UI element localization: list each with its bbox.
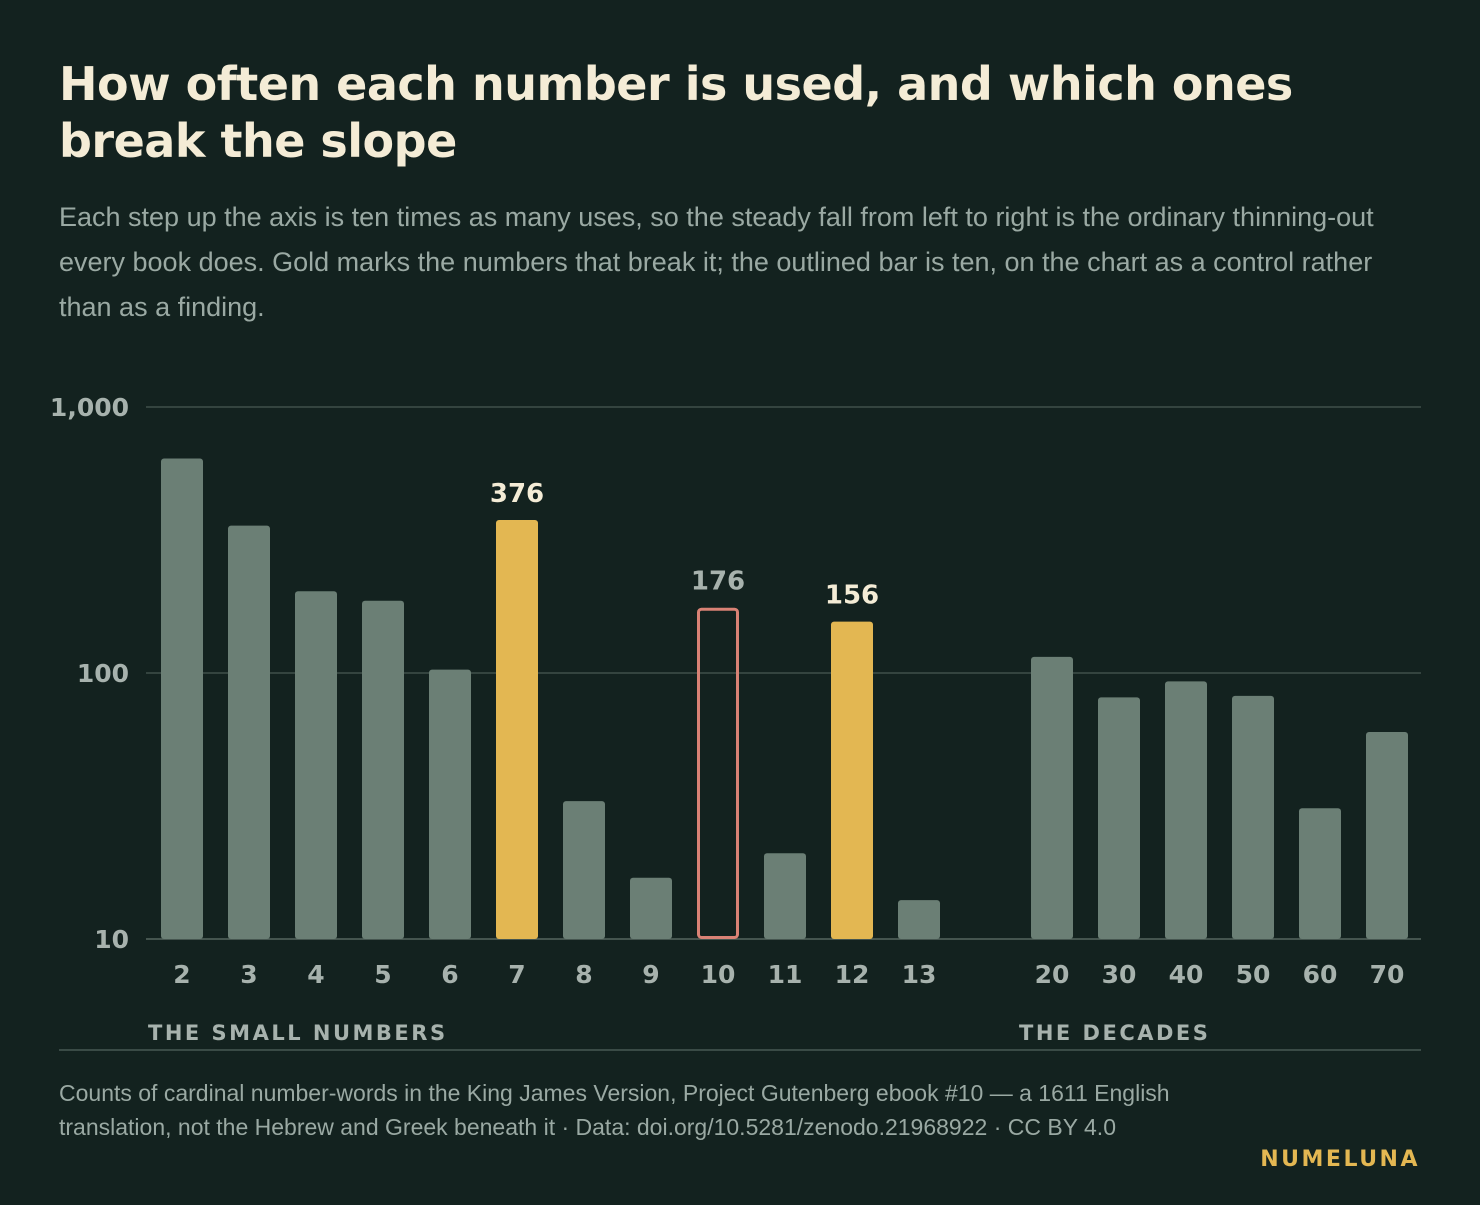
- y-tick-label-10: 10: [94, 925, 129, 954]
- data-label-12: 156: [825, 581, 879, 611]
- x-tick-label-4: 4: [307, 960, 324, 989]
- bar-11: [764, 853, 806, 939]
- bar-6: [429, 669, 471, 939]
- bar-3: [228, 525, 270, 939]
- y-tick-label-100: 100: [77, 659, 129, 688]
- x-tick-label-30: 30: [1102, 960, 1137, 989]
- group-label-small-numbers: THE SMALL NUMBERS: [148, 1021, 448, 1045]
- x-tick-label-5: 5: [374, 960, 391, 989]
- x-tick-label-12: 12: [835, 960, 870, 989]
- x-tick-label-3: 3: [240, 960, 257, 989]
- footer-divider: [59, 1049, 1421, 1051]
- x-tick-label-10: 10: [701, 960, 736, 989]
- x-tick-label-13: 13: [902, 960, 937, 989]
- x-tick-label-7: 7: [508, 960, 525, 989]
- bar-40: [1165, 681, 1207, 939]
- bar-5: [362, 600, 404, 939]
- bar-chart: 10 100 1,000 376 176 156 2 3 4 5 6 7 8 9 10 11 12 13 20 3…: [50, 393, 1421, 1045]
- bar-9: [630, 877, 672, 939]
- x-tick-label-40: 40: [1169, 960, 1204, 989]
- source-note: Counts of cardinal number-words in the K…: [59, 1080, 1170, 1140]
- bar-8: [563, 801, 605, 939]
- brand-logo: NUMELUNA: [1260, 1147, 1420, 1172]
- x-tick-label-20: 20: [1035, 960, 1070, 989]
- group-labels: THE SMALL NUMBERS THE DECADES: [148, 1021, 1210, 1045]
- bar-4: [295, 591, 337, 939]
- data-labels: 376 176 156: [490, 479, 879, 611]
- x-tick-label-60: 60: [1303, 960, 1338, 989]
- x-tick-label-50: 50: [1236, 960, 1271, 989]
- data-label-10: 176: [691, 567, 745, 597]
- bar-50: [1232, 695, 1274, 939]
- chart-title: How often each number is used, and which…: [59, 57, 1293, 168]
- y-axis-ticks: 10 100 1,000: [50, 393, 129, 954]
- x-tick-label-11: 11: [768, 960, 803, 989]
- data-label-7: 376: [490, 479, 544, 509]
- x-axis-labels: 2 3 4 5 6 7 8 9 10 11 12 13 20 30 40 50 60 70: [173, 960, 1404, 989]
- x-tick-label-70: 70: [1370, 960, 1405, 989]
- chart-subtitle: Each step up the axis is ten times as ma…: [59, 202, 1374, 322]
- bar-60: [1299, 808, 1341, 939]
- bar-7: [496, 520, 538, 939]
- group-label-decades: THE DECADES: [1019, 1021, 1210, 1045]
- bar-70: [1366, 732, 1408, 939]
- bars: [161, 458, 1408, 939]
- x-tick-label-9: 9: [642, 960, 659, 989]
- x-tick-label-6: 6: [441, 960, 458, 989]
- bar-12: [831, 621, 873, 939]
- bar-2: [161, 458, 203, 939]
- bar-13: [898, 900, 940, 939]
- bar-10: [697, 607, 739, 939]
- bar-30: [1098, 697, 1140, 939]
- x-tick-label-8: 8: [575, 960, 592, 989]
- y-tick-label-1000: 1,000: [50, 393, 129, 422]
- bar-20: [1031, 656, 1073, 939]
- x-tick-label-2: 2: [173, 960, 190, 989]
